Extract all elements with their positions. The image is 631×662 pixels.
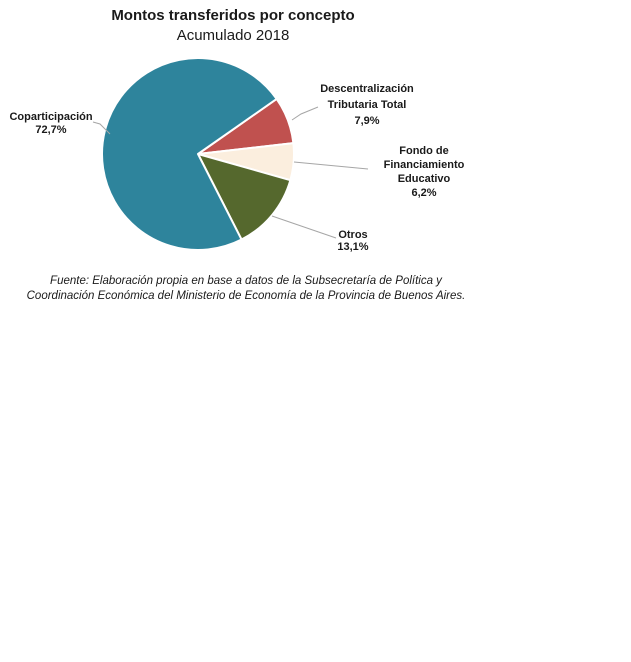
pie-slice-coparticipacion — [101, 57, 278, 251]
pie-slices — [101, 57, 295, 251]
pie-label-text: Financiamiento — [383, 159, 465, 171]
leader-line-descentralizacion — [291, 106, 319, 121]
pie-label-value: 6,2% — [411, 187, 437, 199]
pie-slice-otros — [197, 153, 292, 241]
pie-chart — [92, 57, 369, 251]
leader-line-coparticipacion — [92, 121, 111, 135]
pie-label-coparticipacion: Coparticipación 72,7% — [1, 111, 101, 137]
pie-label-value: 7,9% — [354, 115, 380, 127]
source-note-line1: Fuente: Elaboración propia en base a dat… — [50, 275, 442, 287]
pie-label-descentralizacion: Descentralización Tributaria Total 7,9% — [306, 81, 428, 129]
source-note: Fuente: Elaboración propia en base a dat… — [16, 274, 476, 304]
source-note-line2: Coordinación Económica del Ministerio de… — [26, 290, 466, 302]
pie-label-value: 13,1% — [337, 241, 369, 253]
chart-title: Montos transferidos por concepto — [111, 7, 355, 24]
pie-label-text: Otros — [338, 229, 368, 241]
pie-label-otros: Otros 13,1% — [313, 229, 393, 253]
leader-line-fondo — [293, 161, 369, 170]
pie-label-text: Fondo de — [399, 145, 449, 157]
leader-line-otros — [271, 215, 337, 239]
pie-label-value: 72,7% — [35, 124, 67, 136]
pie-label-text: Educativo — [397, 173, 451, 185]
pie-label-fondo: Fondo de Financiamiento Educativo 6,2% — [364, 144, 484, 200]
pie-label-text: Coparticipación — [9, 111, 93, 123]
pie-label-text: Descentralización — [320, 83, 414, 95]
chart-subtitle: Acumulado 2018 — [176, 27, 290, 44]
pie-label-text: Tributaria Total — [327, 99, 407, 111]
